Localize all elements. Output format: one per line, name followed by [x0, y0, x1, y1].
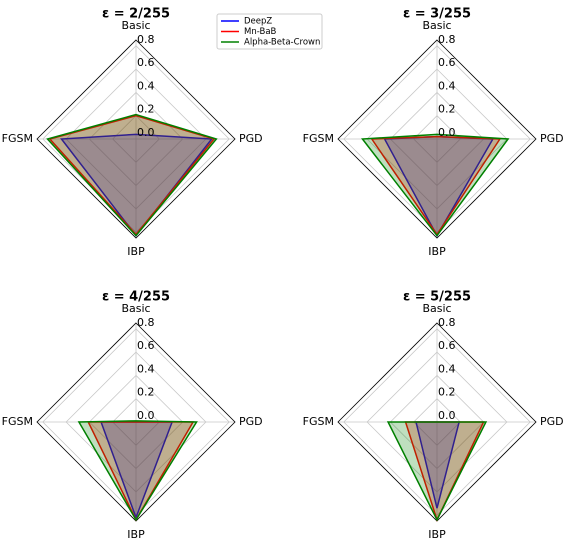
r-tick-label: 0.8 [438, 316, 456, 329]
legend-label: Mn-BaB [244, 27, 277, 37]
series-area [386, 421, 488, 522]
r-tick-label: 0.0 [137, 409, 155, 422]
category-label: FGSM [2, 132, 33, 145]
series-area [361, 133, 510, 237]
chart-title: ε = 2/255 [102, 7, 170, 22]
r-tick-label: 0.4 [438, 362, 456, 375]
r-tick-label: 0.4 [137, 362, 155, 375]
r-tick-label: 0.0 [137, 126, 155, 139]
legend-label: Alpha-Beta-Crown [244, 38, 320, 48]
category-label: Basic [422, 302, 451, 315]
legend-box [216, 13, 323, 50]
frame [337, 39, 537, 239]
r-tick-label: 0.6 [137, 339, 155, 352]
r-tick-label: 0.6 [438, 339, 456, 352]
chart-title: ε = 5/255 [403, 290, 471, 305]
r-tick-label: 0.6 [438, 56, 456, 69]
r-tick-label: 0.2 [137, 386, 155, 399]
category-label: IBP [428, 528, 446, 541]
series-area [77, 420, 198, 522]
r-tick-label: 0.2 [137, 103, 155, 116]
category-label: Basic [422, 19, 451, 32]
chart-title: ε = 3/255 [403, 7, 471, 22]
category-label: IBP [428, 245, 446, 258]
category-label: FGSM [2, 415, 33, 428]
category-label: PGD [239, 415, 263, 428]
category-label: IBP [127, 245, 145, 258]
r-tick-label: 0.4 [137, 79, 155, 92]
legend-label: DeepZ [244, 17, 272, 27]
r-tick-label: 0.0 [438, 409, 456, 422]
r-tick-label: 0.2 [438, 386, 456, 399]
category-label: Basic [121, 302, 150, 315]
category-label: IBP [127, 528, 145, 541]
series-area [46, 113, 218, 237]
r-tick-label: 0.8 [438, 33, 456, 46]
r-tick-label: 0.2 [438, 103, 456, 116]
category-label: PGD [540, 132, 564, 145]
r-tick-label: 0.4 [438, 79, 456, 92]
r-tick-label: 0.8 [137, 316, 155, 329]
category-label: FGSM [303, 415, 334, 428]
category-label: PGD [540, 415, 564, 428]
category-label: FGSM [303, 132, 334, 145]
r-tick-label: 0.8 [137, 33, 155, 46]
category-label: PGD [239, 132, 263, 145]
frame [36, 39, 236, 239]
chart-title: ε = 4/255 [102, 290, 170, 305]
r-tick-label: 0.6 [137, 56, 155, 69]
category-label: Basic [121, 19, 150, 32]
r-tick-label: 0.0 [438, 126, 456, 139]
